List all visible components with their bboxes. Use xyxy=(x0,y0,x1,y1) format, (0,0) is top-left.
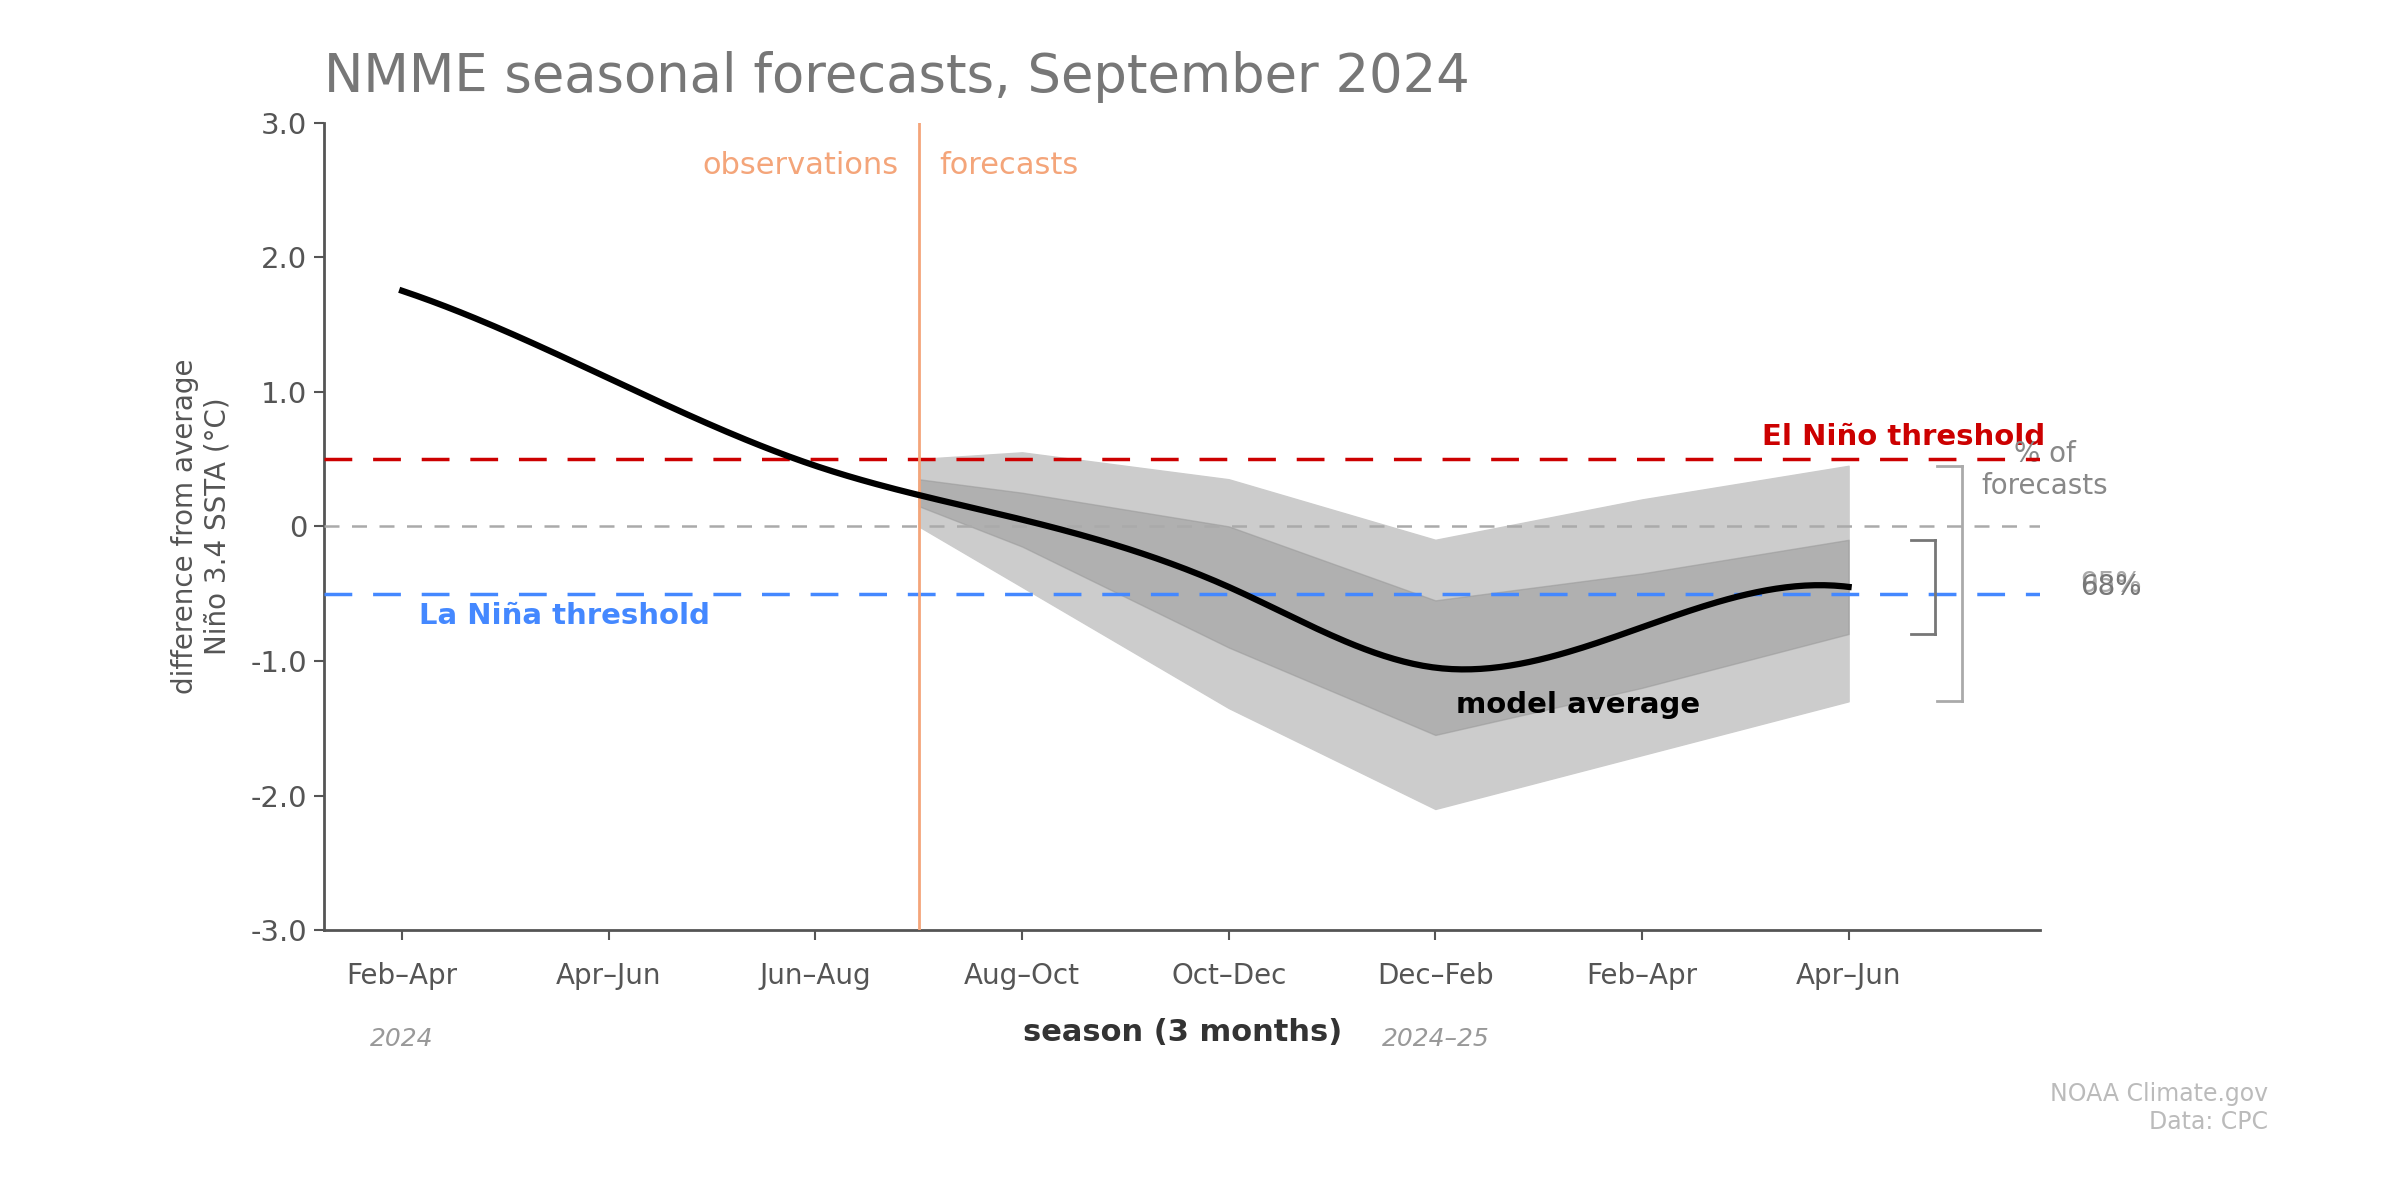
Text: Jun–Aug: Jun–Aug xyxy=(761,962,871,990)
Text: 68%: 68% xyxy=(2081,572,2141,601)
Text: forecasts: forecasts xyxy=(938,151,1078,180)
X-axis label: season (3 months): season (3 months) xyxy=(1022,1018,1342,1046)
Text: Apr–Jun: Apr–Jun xyxy=(557,962,662,990)
Text: Aug–Oct: Aug–Oct xyxy=(965,962,1080,990)
Text: model average: model average xyxy=(1457,690,1699,719)
Text: El Niño threshold: El Niño threshold xyxy=(1762,422,2045,451)
Text: 2024–25: 2024–25 xyxy=(1382,1027,1490,1051)
Text: NOAA Climate.gov
Data: CPC: NOAA Climate.gov Data: CPC xyxy=(2050,1082,2268,1134)
Text: Apr–Jun: Apr–Jun xyxy=(1795,962,1901,990)
Y-axis label: difference from average
Niño 3.4 SSTA (°C): difference from average Niño 3.4 SSTA (°… xyxy=(170,359,230,694)
Text: NMME seasonal forecasts, September 2024: NMME seasonal forecasts, September 2024 xyxy=(324,50,1469,103)
Text: La Niña threshold: La Niña threshold xyxy=(418,601,710,630)
Text: Feb–Apr: Feb–Apr xyxy=(346,962,458,990)
Text: Dec–Feb: Dec–Feb xyxy=(1378,962,1493,990)
Text: Feb–Apr: Feb–Apr xyxy=(1586,962,1697,990)
Text: % of
forecasts: % of forecasts xyxy=(1982,439,2107,500)
Text: 95%: 95% xyxy=(2081,570,2141,598)
Text: 2024: 2024 xyxy=(370,1027,434,1051)
Text: Oct–Dec: Oct–Dec xyxy=(1171,962,1286,990)
Text: observations: observations xyxy=(701,151,898,180)
